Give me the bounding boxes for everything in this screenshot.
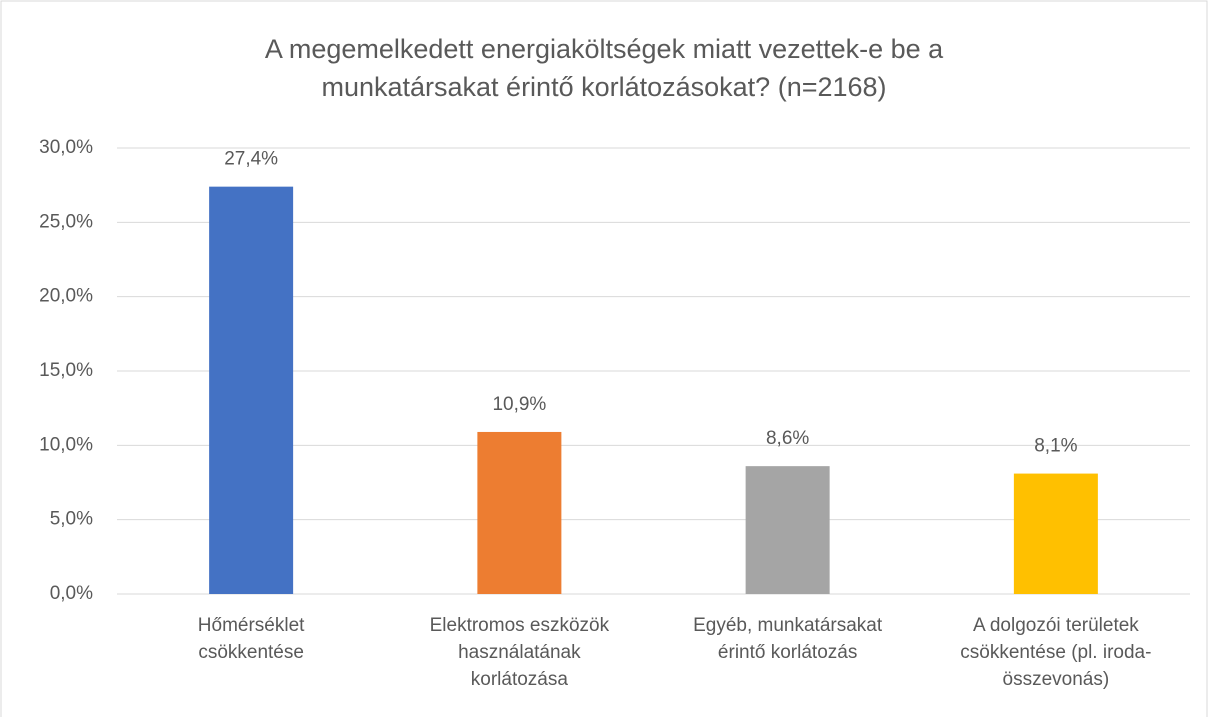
data-label: 8,6%: [766, 428, 809, 449]
y-tick-label: 15,0%: [39, 360, 93, 381]
x-tick-label: Elektromos eszközök használatának korlát…: [429, 615, 610, 690]
y-tick-label: 10,0%: [39, 434, 93, 455]
data-label: 27,4%: [224, 149, 278, 170]
x-tick-label: Egyéb, munkatársakat érintő korlátozás: [693, 615, 883, 663]
data-label: 8,1%: [1034, 436, 1077, 457]
chart-title: A megemelkedett energiaköltségek miatt v…: [264, 34, 944, 102]
y-tick-label: 25,0%: [39, 211, 93, 232]
y-tick-label: 20,0%: [39, 286, 93, 307]
x-tick-label: A dolgozói területek csökkentése (pl. ir…: [960, 615, 1152, 690]
x-tick-label: Hőmérséklet csökkentése: [197, 615, 305, 663]
y-tick-label: 5,0%: [50, 509, 93, 530]
y-tick-label: 30,0%: [39, 137, 93, 158]
bar: [209, 186, 294, 595]
data-label: 10,9%: [492, 394, 546, 415]
y-tick-label: 0,0%: [50, 583, 93, 604]
bar: [745, 466, 830, 594]
bar: [477, 431, 562, 594]
bar: [1013, 473, 1098, 594]
